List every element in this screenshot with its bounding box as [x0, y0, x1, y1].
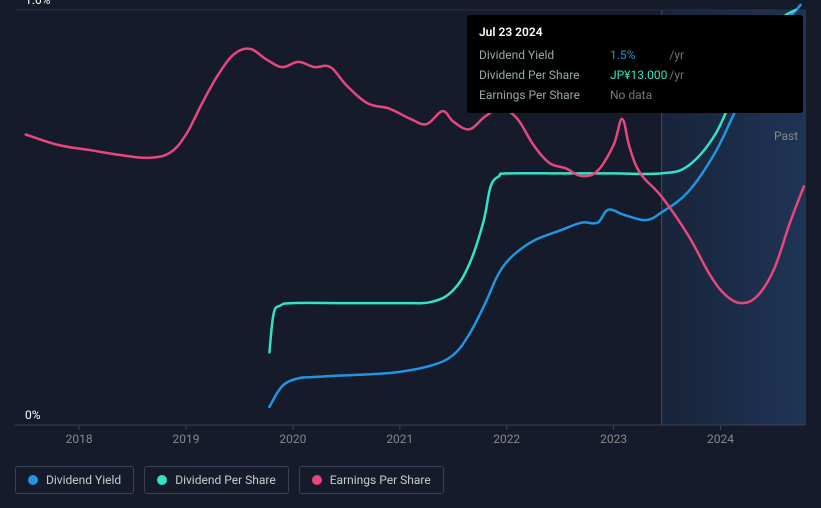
legend-label: Earnings Per Share — [330, 473, 431, 487]
x-tick-label: 2024 — [707, 432, 734, 446]
legend-item-dividend_yield[interactable]: Dividend Yield — [15, 466, 134, 494]
tooltip-row-label: Dividend Per Share — [479, 65, 610, 85]
x-tick-label: 2018 — [66, 432, 93, 446]
past-label: Past — [774, 129, 798, 143]
chart-tooltip: Jul 23 2024 Dividend Yield1.5%/yrDividen… — [467, 15, 803, 113]
tooltip-row: Dividend Per ShareJP¥13.000/yr — [479, 65, 684, 85]
x-tick-label: 2022 — [493, 432, 520, 446]
legend-label: Dividend Per Share — [175, 473, 276, 487]
tooltip-row-value: No data — [610, 85, 667, 105]
x-tick-label: 2023 — [600, 432, 627, 446]
tooltip-row-label: Earnings Per Share — [479, 85, 610, 105]
tooltip-row-label: Dividend Yield — [479, 45, 610, 65]
tooltip-row: Earnings Per ShareNo data — [479, 85, 684, 105]
tooltip-row-unit: /yr — [667, 65, 684, 85]
legend-swatch — [312, 475, 322, 485]
legend-swatch — [157, 475, 167, 485]
x-tick-label: 2021 — [386, 432, 413, 446]
legend-label: Dividend Yield — [46, 473, 121, 487]
y-axis-label: 1.6% — [25, 0, 51, 7]
legend-item-earnings_per_share[interactable]: Earnings Per Share — [299, 466, 444, 494]
tooltip-row-value: 1.5% — [610, 45, 667, 65]
tooltip-table: Dividend Yield1.5%/yrDividend Per ShareJ… — [479, 45, 684, 105]
legend-item-dividend_per_share[interactable]: Dividend Per Share — [144, 466, 289, 494]
tooltip-row-value: JP¥13.000 — [610, 65, 667, 85]
tooltip-row: Dividend Yield1.5%/yr — [479, 45, 684, 65]
x-tick-label: 2019 — [173, 432, 200, 446]
x-tick-label: 2020 — [279, 432, 306, 446]
tooltip-row-unit: /yr — [667, 45, 684, 65]
y-axis-label: 0% — [25, 408, 41, 422]
tooltip-row-unit — [667, 85, 684, 105]
legend-swatch — [28, 475, 38, 485]
tooltip-date: Jul 23 2024 — [479, 23, 791, 41]
chart-legend: Dividend Yield Dividend Per Share Earnings… — [15, 466, 444, 494]
